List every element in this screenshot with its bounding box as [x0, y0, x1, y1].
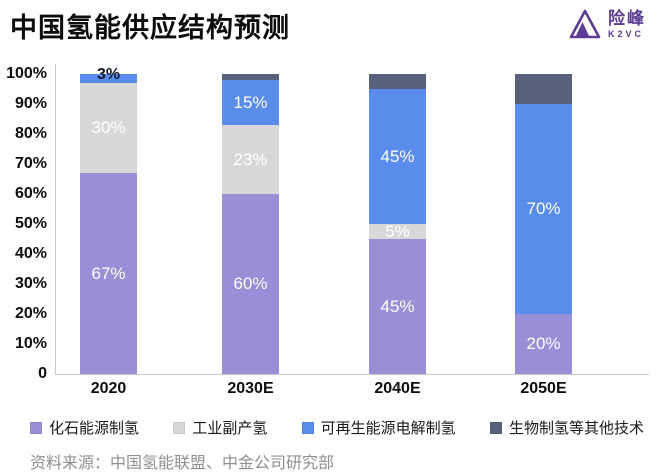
- legend-swatch-icon: [489, 421, 502, 434]
- bar-segment: [515, 104, 572, 314]
- bar-segment: [80, 74, 137, 83]
- legend-item: 工业副产氢: [173, 417, 267, 438]
- bar-value-label: 20%: [526, 334, 561, 353]
- triangle-peak-icon: [569, 9, 601, 39]
- bar-segment: [80, 83, 137, 173]
- y-tick-label: 100%: [6, 65, 47, 82]
- bar-value-label: 3%: [96, 66, 121, 83]
- x-axis-label: 2050E: [520, 380, 567, 397]
- bar-segment: [515, 314, 572, 374]
- y-tick-label: 40%: [14, 245, 47, 262]
- brand-logo: 险峰 K2VC: [568, 8, 646, 40]
- bar-segment: [515, 74, 572, 104]
- bar-value-label: 23%: [233, 149, 268, 169]
- legend-item: 生物制氢等其他技术: [489, 417, 644, 438]
- y-tick-label: 50%: [14, 215, 47, 232]
- bar-value-label: 45%: [380, 296, 415, 316]
- bar-segment: [369, 239, 426, 374]
- x-axis-label: 2040E: [374, 380, 421, 397]
- y-tick-label: 70%: [14, 155, 47, 172]
- bar-value-label: 45%: [380, 146, 415, 166]
- bar-segment: [80, 173, 137, 374]
- bar-value-label: 15%: [233, 92, 268, 112]
- legend-item: 化石能源制氢: [30, 417, 139, 438]
- legend-swatch-icon: [173, 421, 186, 434]
- y-tick-label: 90%: [14, 95, 47, 112]
- bar-segment: [222, 194, 279, 374]
- y-tick-label: 30%: [14, 275, 47, 292]
- legend-item: 可再生能源电解制氢: [301, 417, 456, 438]
- bar-value-label: 30%: [91, 118, 126, 137]
- bar-segment: [222, 125, 279, 194]
- legend: 化石能源制氢 工业副产氢 可再生能源电解制氢 生物制氢等其他技术: [30, 417, 644, 438]
- y-tick-label: 20%: [14, 305, 47, 322]
- source-note: 资料来源：中国氢能联盟、中金公司研究部: [30, 455, 335, 472]
- legend-label: 工业副产氢: [192, 420, 268, 437]
- brand-subname: K2VC: [608, 28, 645, 39]
- bar-value-label: 60%: [233, 274, 268, 293]
- y-tick-label: 80%: [14, 125, 47, 142]
- legend-label: 可再生能源电解制氢: [320, 420, 456, 437]
- bar-segment: [369, 74, 426, 89]
- plot-area: 67% 30% 3% 2020 60% 23% 15% 2030E 45% 5% 45% 2040E 2…: [55, 64, 649, 397]
- legend-swatch-icon: [301, 421, 314, 434]
- x-axis-label: 2030E: [227, 380, 274, 397]
- y-axis: 100% 90% 80% 70% 60% 50% 40% 30% 20% 10% 0: [0, 64, 47, 382]
- legend-label: 生物制氢等其他技术: [508, 420, 644, 437]
- bar-segment: [222, 74, 279, 80]
- bar-segment: [369, 89, 426, 224]
- y-tick-label: 10%: [14, 335, 47, 352]
- page-title: 中国氢能供应结构预测: [10, 13, 290, 43]
- x-axis-label: 2020: [90, 380, 127, 397]
- bar-value-label: 5%: [385, 221, 410, 241]
- y-tick-label: 0: [38, 365, 47, 382]
- stacked-bar-chart: 100% 90% 80% 70% 60% 50% 40% 30% 20% 10% 0 67% 30% 3…: [0, 60, 660, 405]
- y-tick-label: 60%: [14, 185, 47, 202]
- bar-segment: [369, 224, 426, 239]
- bar-value-label: 67%: [91, 263, 126, 283]
- bar-segment: [222, 80, 279, 125]
- legend-label: 化石能源制氢: [49, 420, 140, 437]
- legend-swatch-icon: [30, 421, 42, 434]
- bar-value-label: 70%: [526, 199, 561, 218]
- brand-name: 险峰: [608, 8, 646, 28]
